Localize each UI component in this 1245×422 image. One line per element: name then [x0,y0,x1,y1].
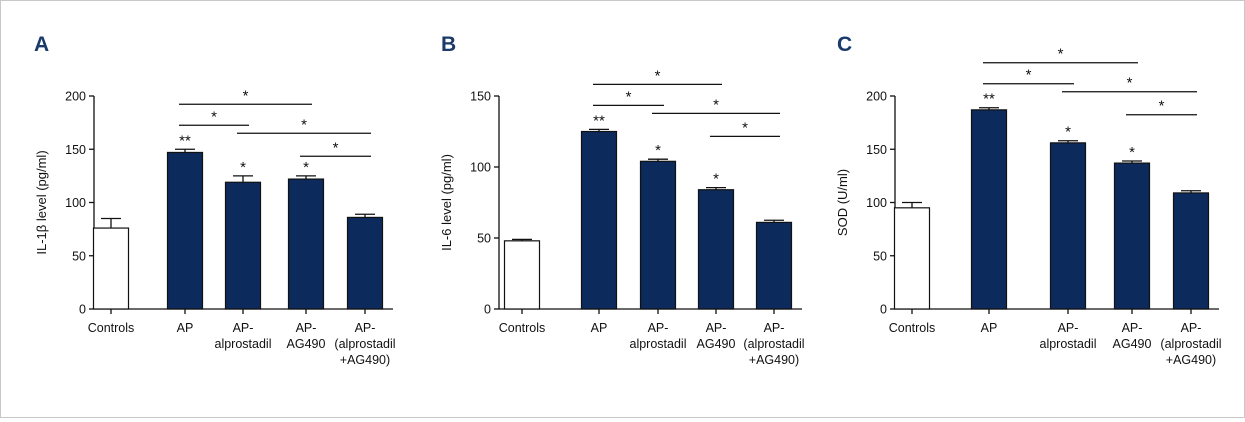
bar-significance: ** [983,91,995,108]
x-tick-label: AG490 [697,337,736,351]
bracket-significance: * [301,116,307,133]
x-tick-label: AP- [1181,321,1202,335]
bar [166,151,204,310]
y-tick-label: 50 [72,249,86,263]
y-tick-label: 200 [65,90,86,104]
bar [287,178,325,310]
y-axis-label: SOD (U/ml) [835,169,850,236]
bar [503,240,541,310]
x-tick-label: Controls [499,321,546,335]
bar [697,189,735,310]
bar [893,207,931,310]
y-tick-label: 0 [79,303,86,317]
x-tick-label: Controls [889,321,936,335]
panel-letter: A [34,33,49,56]
x-tick-label: alprostadil [1040,337,1097,351]
y-axis-label: IL-6 level (pg/ml) [439,154,454,251]
bracket-significance: * [1026,67,1032,84]
bar [755,221,793,310]
x-tick-label: alprostadil [630,337,687,351]
x-tick-label: AG490 [287,337,326,351]
x-tick-label: Controls [88,321,135,335]
bar [970,109,1008,310]
bracket-significance: * [626,88,632,105]
x-tick-label: AP- [1122,321,1143,335]
panel-letter: B [441,33,456,56]
x-tick-label: (alprostadil [1160,337,1221,351]
x-tick-label: AP- [648,321,669,335]
x-tick-label: alprostadil [215,337,272,351]
bar [1113,162,1151,310]
bar-significance: ** [593,112,605,129]
bracket-significance: * [1058,46,1064,63]
bracket-significance: * [211,108,217,125]
x-tick-label: (alprostadil [743,337,804,351]
y-tick-label: 100 [65,196,86,210]
y-tick-label: 50 [873,249,887,263]
x-tick-label: AG490 [1113,337,1152,351]
x-tick-label: +AG490) [749,353,799,367]
chart-panel-a: A IL-1β level (pg/ml) 0 50 100 150 200 Controls… [34,33,396,367]
bracket-significance: * [1127,75,1133,92]
x-tick-label: +AG490) [1166,353,1216,367]
bar-significance: * [303,159,309,176]
bar-significance: * [240,159,246,176]
panel-letter: C [837,33,852,56]
x-tick-label: AP- [296,321,317,335]
bar-significance: * [1129,144,1135,161]
x-tick-label: AP- [233,321,254,335]
x-tick-label: AP- [355,321,376,335]
bar [1049,142,1087,310]
x-tick-label: (alprostadil [334,337,395,351]
y-tick-label: 0 [484,303,491,317]
y-axis-label: IL-1β level (pg/ml) [34,150,49,254]
bracket-significance: * [655,67,661,84]
bar-significance: ** [179,132,191,149]
y-tick-label: 150 [470,90,491,104]
y-tick-label: 150 [866,143,887,157]
y-tick-label: 100 [866,196,887,210]
bar [639,160,677,310]
bar-significance: * [713,171,719,188]
bracket-significance: * [243,87,249,104]
x-tick-label: AP [981,321,998,335]
x-tick-label: AP- [764,321,785,335]
bar [92,227,130,310]
y-tick-label: 150 [65,143,86,157]
bracket-significance: * [333,139,339,156]
bar [346,216,384,310]
bracket-significance: * [742,119,748,136]
bar-significance: * [1065,124,1071,141]
x-tick-label: AP- [706,321,727,335]
y-tick-label: 0 [880,303,887,317]
x-tick-label: +AG490) [340,353,390,367]
y-tick-label: 100 [470,161,491,175]
x-tick-label: AP- [1058,321,1079,335]
x-tick-label: AP [591,321,608,335]
y-tick-label: 50 [477,232,491,246]
bar-significance: * [655,142,661,159]
bar [580,130,618,310]
y-tick-label: 200 [866,90,887,104]
x-tick-label: AP [177,321,194,335]
bar [1172,192,1210,310]
bracket-significance: * [1159,98,1165,115]
bracket-significance: * [713,96,719,113]
bar [224,181,262,310]
